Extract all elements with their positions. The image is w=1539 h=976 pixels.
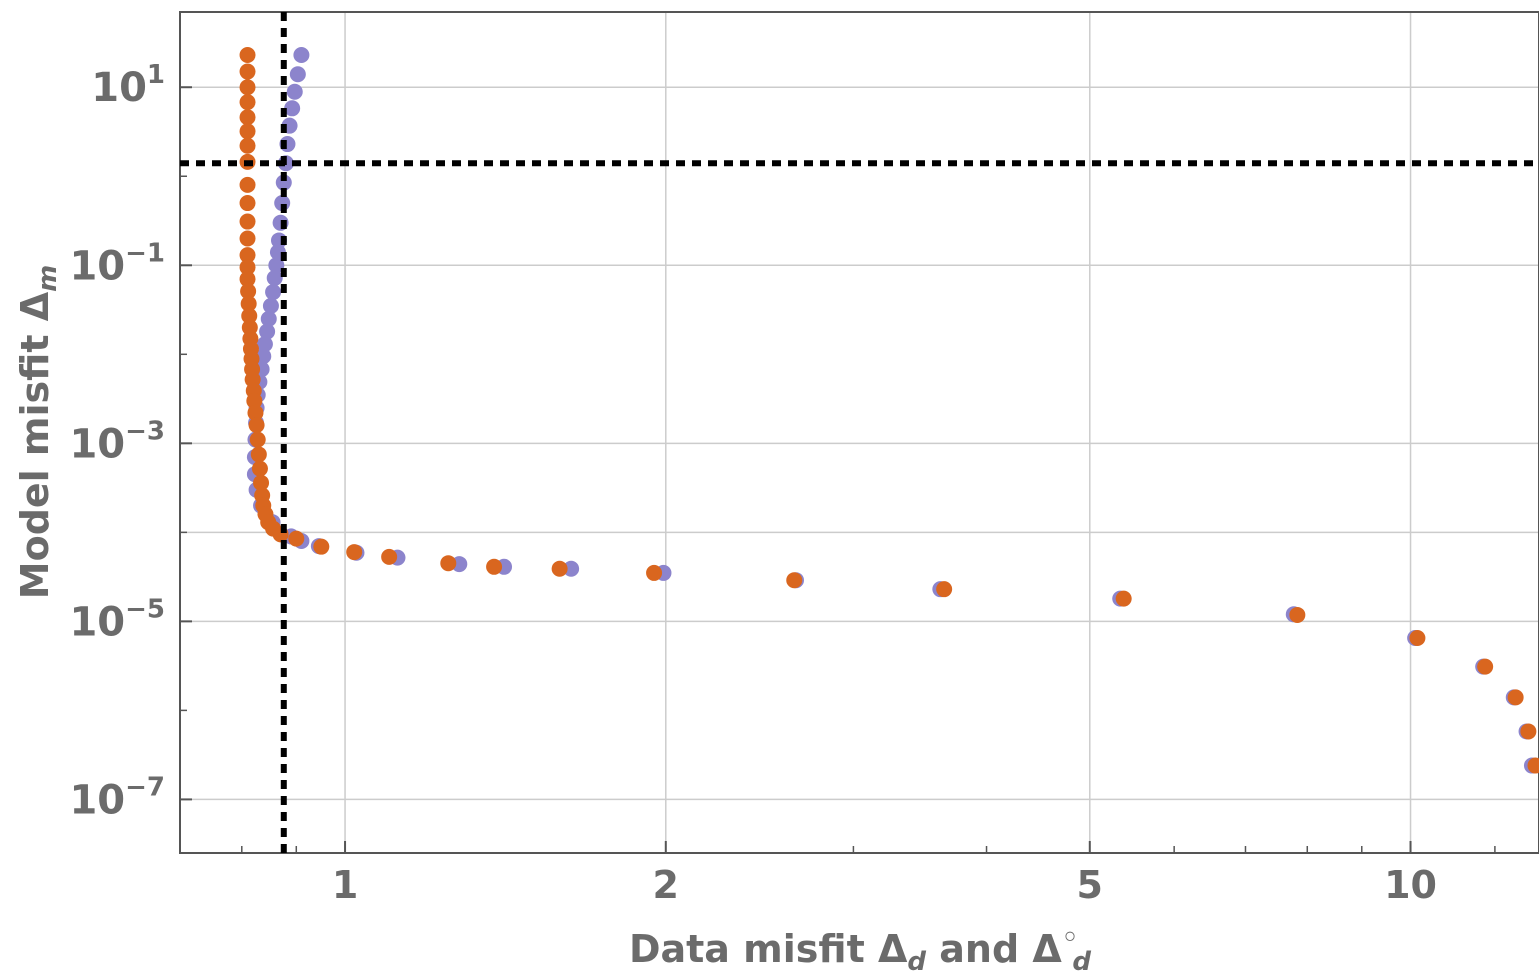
purple-point [259,323,276,340]
y-tick-label: 10−3 [69,416,165,467]
purple-point [265,284,282,301]
orange-point [1527,757,1539,774]
purple-point [266,269,283,286]
orange-point [239,213,256,230]
orange-point [486,558,503,575]
orange-point [239,195,256,212]
orange-point [1477,658,1494,675]
orange-point [239,259,256,276]
orange-point [241,307,258,324]
orange-point [1520,723,1537,740]
orange-point [239,137,256,154]
purple-point [284,100,301,117]
purple-point [268,257,285,274]
purple-point [289,66,306,83]
x-tick-label: 1 [332,863,358,907]
y-tick-label: 10−5 [69,594,165,645]
purple-point [293,47,310,64]
orange-point [239,230,256,247]
axis-ticks [180,86,1496,853]
orange-point [239,271,256,288]
orange-point [239,94,256,111]
orange-point [248,417,265,434]
plot-frame-rect [179,11,1539,854]
x-tick-label: 5 [1077,863,1103,907]
orange-point [239,109,256,126]
grid-lines [180,12,1539,853]
y-axis-label: Model misfit Δm [13,265,63,599]
orange-point [250,446,267,463]
plot-frame [179,11,1539,854]
orange-point [251,460,268,477]
purple-point [256,336,273,353]
tick-labels: 1 2 5 10 101 10−1 10−3 10−5 10−7 [69,60,1437,907]
orange-point [239,176,256,193]
orange-point [1115,590,1132,607]
orange-point [253,474,270,491]
orange-point [246,392,263,409]
orange-point [786,572,803,589]
purple-point [260,310,277,327]
x-tick-label: 10 [1384,863,1437,907]
x-tick-label: 2 [653,863,679,907]
purple-point [563,560,580,577]
orange-point [240,283,257,300]
orange-point [936,581,953,598]
data-points [239,47,1539,774]
orange-point [239,247,256,264]
y-tick-label: 10−7 [69,772,165,823]
orange-point [247,404,264,421]
orange-point [239,79,256,96]
purple-point [286,83,303,100]
orange-point [440,555,457,572]
reference-lines [180,12,1539,853]
y-tick-label: 10−1 [69,238,165,289]
purple-point [275,174,292,191]
orange-point [381,548,398,565]
x-axis-label: Data misfit Δd and Δ◦ d [629,923,1091,976]
orange-point [1507,689,1524,706]
y-tick-label: 101 [91,60,165,111]
orange-point [239,123,256,140]
orange-point [1409,630,1426,647]
orange-point [288,530,305,547]
orange-point [646,564,663,581]
orange-point [249,431,266,448]
orange-point [240,295,257,312]
orange-point [313,538,330,555]
orange-point [346,544,363,561]
orange-point [1289,606,1306,623]
purple-point [262,297,279,314]
orange-point [551,560,568,577]
orange-point [239,63,256,80]
orange-point [239,47,256,64]
